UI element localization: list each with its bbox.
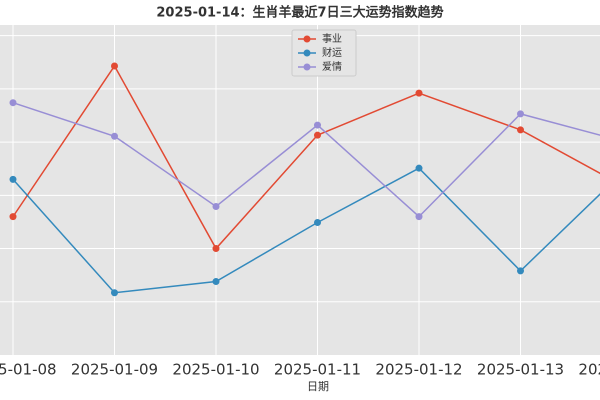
data-point: [314, 218, 321, 226]
data-point: [517, 126, 524, 134]
data-point: [415, 89, 423, 97]
data-point: [111, 289, 118, 297]
x-axis-label: 日期: [307, 380, 329, 393]
legend-label: 事业: [322, 32, 342, 45]
data-point: [415, 213, 423, 221]
grid: [0, 25, 600, 355]
legend-label: 财运: [322, 46, 342, 59]
plot-area: [0, 25, 600, 355]
data-point: [9, 175, 17, 183]
x-tick-label: 2025-01-11: [274, 361, 361, 379]
x-tick-label: 2025-01-09: [71, 361, 158, 379]
x-tick-label: 2025-01-08: [0, 361, 57, 379]
data-point: [111, 62, 118, 70]
data-point: [517, 267, 524, 275]
x-tick-label: 2025-01-12: [375, 361, 462, 379]
data-point: [9, 99, 17, 107]
legend-marker: [303, 49, 311, 57]
legend-label: 爱情: [322, 60, 342, 73]
chart-title: 2025-01-14：生肖羊最近7日三大运势指数趋势: [156, 5, 443, 21]
legend-marker: [303, 35, 311, 43]
data-point: [415, 164, 423, 172]
data-point: [314, 131, 321, 139]
data-point: [212, 203, 220, 210]
data-point: [212, 278, 220, 286]
data-point: [111, 132, 118, 140]
data-point: [517, 110, 524, 118]
x-tick-label: 2025-01-14: [578, 361, 600, 379]
data-point: [9, 213, 17, 221]
data-point: [212, 245, 220, 253]
series: [9, 62, 600, 297]
data-point: [314, 121, 321, 129]
x-tick-label: 2025-01-10: [172, 361, 259, 379]
legend-marker: [303, 63, 311, 71]
x-tick-label: 2025-01-13: [477, 361, 564, 379]
